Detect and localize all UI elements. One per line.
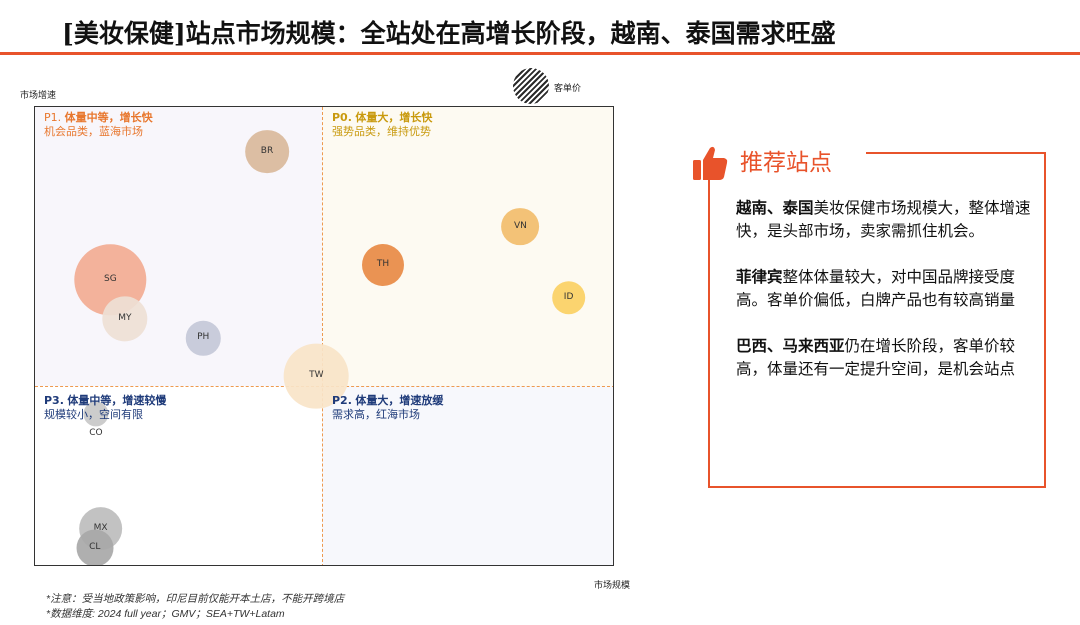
bubble-vn <box>501 207 540 246</box>
bubble-layer: BR SG MY PH TW CO MX CL TH VN ID <box>35 107 613 565</box>
bubble-id <box>551 281 586 315</box>
quadrant-p0-bg <box>322 107 613 386</box>
x-axis-label: 市场规模 <box>594 581 631 591</box>
quadrant-p2-bg <box>322 386 613 565</box>
bubble-chart: BR SG MY PH TW CO MX CL TH VN ID P1. 体量中等，增长快 机会品类… <box>34 106 614 566</box>
footnote-policy: *注意：受当地政策影响，印尼目前仅能开本土店，不能开跨境店 <box>46 593 345 605</box>
recommend-panel-top-rule <box>866 152 1046 154</box>
bubble-tw <box>283 343 349 409</box>
thumbs-up-icon <box>693 146 728 180</box>
bubble-label-tw: TW <box>309 370 324 381</box>
quadrant-p1-label: P1. 体量中等，增长快 机会品类，蓝海市场 <box>44 111 153 138</box>
bubble-label-th: TH <box>376 259 390 270</box>
bubble-label-my: MY <box>118 312 132 323</box>
bubble-cl <box>76 529 114 565</box>
footnote-data-scope: *数据维度: 2024 full year；GMV；SEA+TW+Latam <box>46 608 285 620</box>
size-legend-label: 客单价 <box>554 84 582 94</box>
y-axis-label: 市场增速 <box>20 91 57 101</box>
title-rule <box>0 52 1080 55</box>
recommend-item: 菲律宾整体体量较大，对中国品牌接受度高。客单价偏低，白牌产品也有较高销量 <box>736 267 1016 309</box>
bubble-label-ph: PH <box>197 332 210 343</box>
bubble-my <box>102 295 148 342</box>
quadrant-p2-label: P2. 体量大，增速放缓 需求高，红海市场 <box>332 394 444 421</box>
size-legend-icon <box>513 68 549 104</box>
bubble-co <box>83 401 109 427</box>
bubble-label-cl: CL <box>89 542 101 553</box>
bubble-label-br: BR <box>260 145 274 156</box>
recommend-item: 巴西、马来西亚仍在增长阶段，客单价较高，体量还有一定提升空间，是机会站点 <box>736 336 1016 378</box>
page-title: [美妆保健]站点市场规模：全站处在高增长阶段，越南、泰国需求旺盛 <box>62 19 836 48</box>
bubble-label-id: ID <box>563 291 574 302</box>
quadrant-p0-label: P0. 体量大，增长快 强势品类，维持优势 <box>332 111 433 138</box>
vertical-divider <box>322 107 323 565</box>
quadrant-p3-label: P3. 体量中等，增速较慢 规模较小，空间有限 <box>44 394 167 421</box>
bubble-th <box>362 244 404 287</box>
bubble-br <box>245 129 289 174</box>
bubble-label-sg: SG <box>104 273 117 284</box>
recommend-panel <box>708 152 1046 488</box>
footnotes: *注意：受当地政策影响，印尼目前仅能开本土店，不能开跨境店 *数据维度: 202… <box>46 592 344 622</box>
recommend-item: 越南、泰国美妆保健市场规模大，整体增速快，是头部市场，卖家需抓住机会。 <box>736 198 1031 240</box>
bubble-label-mx: MX <box>93 522 108 533</box>
recommend-title: 推荐站点 <box>740 150 832 176</box>
bubble-ph <box>185 321 221 356</box>
bubble-label-vn: VN <box>514 220 527 231</box>
recommend-body: 越南、泰国美妆保健市场规模大，整体增速快，是头部市场，卖家需抓住机会。 菲律宾整… <box>736 196 1034 403</box>
bubble-label-co: CO <box>89 428 103 439</box>
